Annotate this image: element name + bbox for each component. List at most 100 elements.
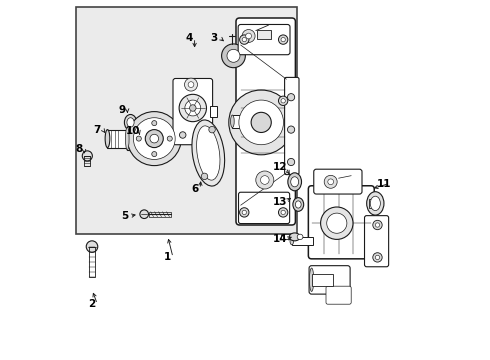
FancyBboxPatch shape [238, 24, 290, 55]
Circle shape [240, 208, 249, 217]
Circle shape [201, 173, 208, 180]
Circle shape [328, 179, 334, 185]
Circle shape [242, 30, 255, 42]
FancyBboxPatch shape [285, 77, 299, 175]
Circle shape [281, 99, 285, 103]
Circle shape [239, 100, 284, 145]
Circle shape [227, 49, 240, 62]
Ellipse shape [370, 196, 380, 211]
Ellipse shape [288, 173, 301, 191]
Text: 1: 1 [164, 252, 171, 262]
Bar [127, 127, 132, 150]
Circle shape [82, 151, 92, 161]
Bar [89, 247, 95, 277]
Circle shape [245, 33, 251, 39]
Ellipse shape [124, 114, 137, 130]
Circle shape [281, 210, 285, 215]
Text: 9: 9 [118, 105, 125, 115]
Circle shape [320, 207, 353, 239]
Text: 3: 3 [211, 33, 218, 43]
Text: 11: 11 [376, 179, 391, 189]
Circle shape [373, 253, 382, 262]
Circle shape [327, 213, 347, 233]
Circle shape [375, 223, 380, 227]
Ellipse shape [196, 126, 220, 180]
FancyBboxPatch shape [309, 266, 350, 294]
Bar [232, 115, 242, 128]
FancyBboxPatch shape [236, 18, 295, 225]
Circle shape [373, 220, 382, 230]
Circle shape [179, 94, 206, 122]
Circle shape [152, 152, 157, 157]
Ellipse shape [293, 198, 304, 211]
Circle shape [375, 255, 380, 260]
Ellipse shape [291, 177, 298, 187]
Ellipse shape [297, 234, 303, 240]
Bar [210, 106, 217, 117]
Circle shape [288, 126, 294, 133]
FancyBboxPatch shape [173, 78, 213, 145]
Circle shape [133, 118, 175, 159]
Circle shape [209, 126, 215, 133]
Circle shape [242, 37, 246, 42]
Circle shape [152, 121, 157, 126]
Ellipse shape [310, 268, 314, 292]
Text: 6: 6 [191, 184, 198, 194]
Circle shape [199, 132, 206, 138]
Text: 10: 10 [126, 126, 141, 136]
Bar [84, 156, 90, 166]
Text: 12: 12 [273, 162, 288, 172]
Circle shape [167, 136, 172, 141]
Circle shape [221, 44, 245, 68]
Ellipse shape [367, 192, 384, 215]
Circle shape [242, 210, 246, 215]
Circle shape [278, 208, 288, 217]
Text: 14: 14 [273, 234, 288, 244]
Circle shape [188, 82, 194, 87]
Ellipse shape [192, 120, 224, 186]
Ellipse shape [290, 237, 294, 245]
Circle shape [145, 130, 163, 148]
Circle shape [185, 78, 197, 91]
Circle shape [179, 132, 186, 138]
Bar [312, 274, 333, 286]
FancyBboxPatch shape [308, 186, 374, 259]
Text: 8: 8 [75, 144, 82, 154]
Circle shape [185, 100, 201, 116]
Circle shape [288, 158, 294, 166]
Bar [148, 212, 171, 217]
Bar [292, 237, 314, 245]
Ellipse shape [289, 233, 300, 241]
Circle shape [261, 176, 269, 184]
Bar [369, 199, 378, 208]
Text: 7: 7 [94, 125, 101, 135]
Circle shape [278, 96, 288, 105]
Ellipse shape [127, 118, 134, 127]
Text: 2: 2 [88, 299, 96, 309]
FancyBboxPatch shape [239, 192, 290, 224]
Ellipse shape [295, 201, 301, 208]
Circle shape [86, 241, 98, 252]
Bar [76, 7, 297, 234]
Ellipse shape [125, 127, 129, 150]
Text: 13: 13 [273, 197, 288, 207]
FancyBboxPatch shape [365, 216, 389, 267]
Circle shape [150, 134, 159, 143]
Circle shape [240, 35, 249, 44]
Circle shape [288, 94, 294, 101]
FancyBboxPatch shape [314, 169, 362, 194]
Bar [107, 130, 127, 148]
Bar [130, 136, 137, 141]
Bar [257, 30, 271, 39]
Circle shape [229, 90, 294, 155]
Circle shape [251, 112, 271, 132]
Circle shape [140, 210, 148, 219]
Text: 5: 5 [121, 211, 128, 221]
Circle shape [190, 105, 196, 111]
Circle shape [136, 136, 141, 141]
Ellipse shape [231, 115, 234, 128]
Circle shape [324, 175, 337, 188]
Circle shape [256, 171, 274, 189]
Circle shape [281, 37, 285, 42]
Circle shape [278, 35, 288, 44]
